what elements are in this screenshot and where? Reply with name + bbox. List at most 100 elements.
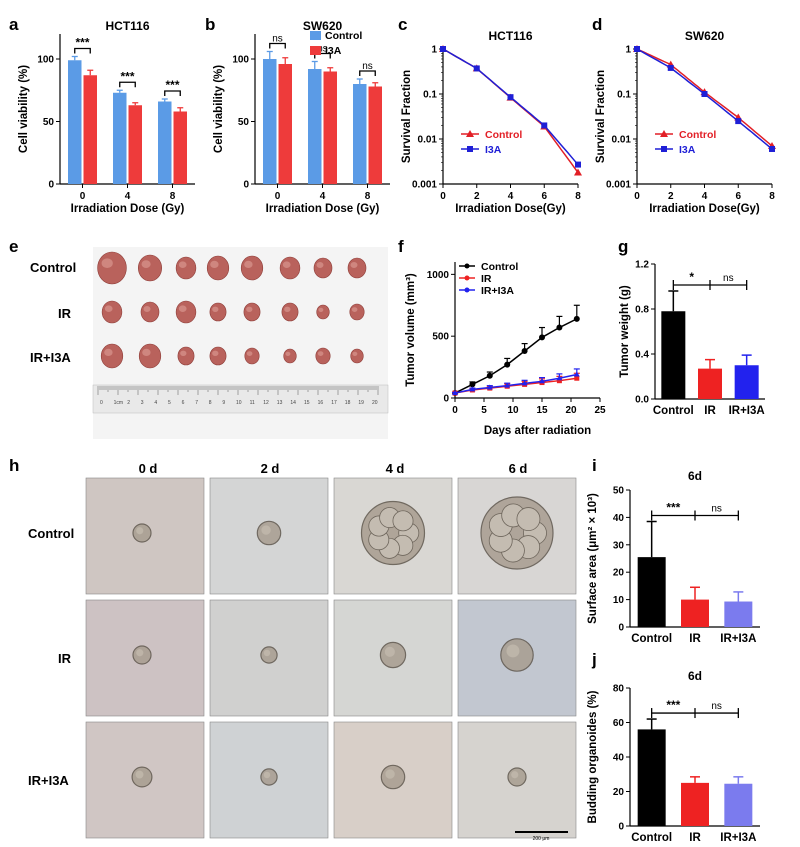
y-tick-label: 1.2: [635, 260, 649, 271]
x-tick-label: 4: [702, 191, 708, 202]
bar-ir-i3a: [734, 365, 759, 399]
point-control: [574, 168, 582, 176]
legend-label: I3A: [679, 144, 696, 156]
bar-i3a: [278, 64, 292, 184]
significance-bracket: [269, 42, 286, 49]
x-tick-label: Control: [653, 405, 694, 417]
organoid-highlight: [136, 649, 144, 657]
chart-a-hct116-viability: HCT116 Cell viability (%) Irradiation Dose…: [18, 19, 195, 215]
panel-label-b: b: [205, 15, 215, 34]
bar-control: [637, 729, 666, 826]
tumor-highlight: [212, 350, 219, 356]
x-tick-label: 0: [452, 405, 458, 416]
bar-control: [308, 69, 322, 184]
y-tick-label: 0: [618, 623, 624, 634]
chart-c-hct116-survival: HCT116 Survival Fraction Irradiation Dose(…: [401, 29, 582, 215]
ruler-number: 16: [318, 400, 324, 406]
day-label-4: 4 d: [386, 461, 405, 476]
bar-ir: [681, 599, 709, 627]
tumor-control: [175, 256, 197, 280]
legend-label: Control: [481, 261, 518, 273]
curve-i3a: [442, 48, 579, 166]
line-ir+i3a: [454, 373, 577, 394]
y-axis-label: Surface area (μm² × 10³): [587, 493, 599, 624]
chart-i-surface-area: 6d Surface area (μm² × 10³) 0 10 20 30 40 50 Con…: [587, 469, 760, 645]
panel-label-g: g: [618, 237, 628, 256]
tumor-ir-i3a: [209, 346, 227, 366]
ruler-number: 13: [277, 400, 283, 406]
y-tick-label: 0.001: [606, 180, 631, 191]
chart-f-tumor-volume: Tumor volume (mm³) Days after radiation 0 5…: [405, 261, 606, 437]
significance-bracket: [164, 90, 181, 96]
y-tick-label: 30: [613, 540, 625, 551]
ruler-number: 18: [345, 400, 351, 406]
panel-label-e: e: [9, 237, 18, 256]
bar-control: [353, 84, 367, 184]
x-tick-label: 0: [440, 191, 446, 202]
organoid-micrographs: 0 d 2 d 4 d 6 d Control IR IR+I3A 200 μm: [28, 461, 577, 842]
chart-b-sw620-viability: SW620 Cell viability (%) Irradiation Dose …: [213, 19, 390, 215]
point: [486, 384, 493, 390]
x-axis-label: Irradiation Dose(Gy): [649, 203, 760, 215]
point: [504, 382, 511, 388]
tumor-ir-i3a: [138, 343, 162, 369]
bar-ir-i3a: [724, 783, 753, 826]
point: [573, 371, 580, 377]
panel-label-f: f: [398, 237, 404, 256]
ruler-number: 17: [331, 400, 337, 406]
y-tick-label: 0: [243, 180, 249, 191]
tumor-ir: [209, 302, 227, 322]
tumor-ir-i3a: [244, 347, 260, 365]
ruler-number: 2: [127, 400, 130, 406]
y-tick-label: 0: [443, 394, 449, 405]
legend-marker: [467, 146, 473, 152]
x-tick-label: 0: [275, 191, 281, 202]
significance-label: ns: [317, 44, 328, 55]
bar-control: [637, 557, 666, 627]
x-tick-label: 20: [565, 405, 577, 416]
tumor-highlight: [282, 261, 291, 269]
y-tick-label: 0: [618, 822, 624, 833]
significance-label: ns: [711, 504, 722, 515]
x-axis-label: Days after radiation: [484, 425, 591, 437]
point: [573, 315, 580, 322]
ruler-number: 15: [304, 400, 310, 406]
curve-control: [442, 48, 579, 173]
y-tick-label: 50: [43, 117, 55, 128]
point: [521, 380, 528, 386]
legend-marker: [466, 130, 474, 137]
x-tick-label: 8: [769, 191, 775, 202]
bar-i3a: [323, 71, 337, 184]
tumor-highlight: [246, 306, 253, 312]
panel-label-i: i: [592, 456, 597, 475]
bar-control: [263, 59, 277, 184]
point: [521, 348, 528, 355]
y-axis-label: Cell viability (%): [213, 65, 225, 153]
x-tick-label: IR: [689, 832, 701, 844]
legend-label: I3A: [485, 144, 502, 156]
point: [452, 390, 458, 396]
panel-label-c: c: [398, 15, 407, 34]
organoid-highlight: [506, 644, 520, 658]
organoid-bud: [516, 507, 541, 532]
ruler-number: 8: [209, 400, 212, 406]
y-tick-label: 0.8: [635, 305, 649, 316]
bar-i3a: [368, 86, 382, 184]
point: [574, 375, 580, 381]
tumor-control: [240, 255, 264, 281]
y-tick-label: 500: [432, 332, 449, 343]
y-axis-label: Tumor weight (g): [619, 285, 631, 378]
tumor-ir-i3a: [315, 347, 331, 365]
x-tick-label: 5: [481, 405, 487, 416]
tumor-highlight: [142, 348, 151, 356]
tumor-ir-i3a: [283, 348, 297, 364]
ruler-number: 3: [141, 400, 144, 406]
y-tick-label: 100: [37, 55, 54, 66]
organoid-highlight: [261, 525, 271, 535]
scale-bar-label: 200 μm: [533, 836, 550, 842]
significance-label: ***: [120, 69, 134, 83]
y-tick-label: 1: [625, 45, 631, 56]
significance-bracket: [74, 47, 91, 54]
bar-control: [68, 60, 82, 184]
panel-label-d: d: [592, 15, 602, 34]
